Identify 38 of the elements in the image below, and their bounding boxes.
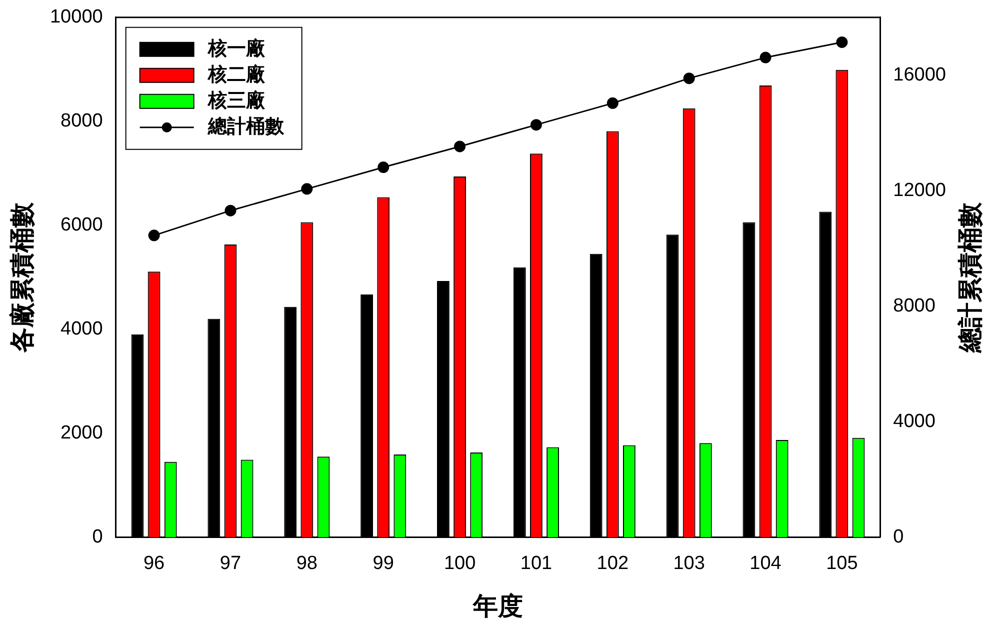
x-tick-label: 103 <box>673 552 705 574</box>
y-tick-label: 2000 <box>60 422 103 444</box>
point <box>683 72 695 84</box>
x-tick-label: 97 <box>220 552 242 574</box>
legend-label: 核二廠 <box>206 63 266 86</box>
y2-tick-label: 4000 <box>893 410 936 432</box>
x-tick-label: 105 <box>826 552 858 574</box>
x-tick-label: 96 <box>143 552 165 574</box>
x-tick-label: 104 <box>750 552 782 574</box>
point <box>530 119 542 131</box>
x-tick-label: 100 <box>444 552 476 574</box>
x-tick-label: 98 <box>296 552 318 574</box>
point <box>836 36 848 48</box>
point <box>378 162 390 174</box>
x-tick-label: 102 <box>596 552 628 574</box>
legend-label: 核三廠 <box>206 89 266 112</box>
point <box>301 183 313 195</box>
point <box>454 140 466 152</box>
legend-label: 總計桶數 <box>206 115 285 138</box>
point <box>606 97 618 109</box>
x-axis-title: 年度 <box>472 592 523 620</box>
y-tick-label: 4000 <box>60 318 103 340</box>
y-axis-title: 各廠累積桶數 <box>8 201 36 354</box>
y-tick-label: 10000 <box>50 6 103 28</box>
y-tick-label: 8000 <box>60 110 103 132</box>
y2-tick-label: 8000 <box>893 295 936 316</box>
y-tick-label: 6000 <box>60 214 103 236</box>
x-tick-label: 101 <box>520 552 552 574</box>
y2-tick-label: 0 <box>893 526 904 548</box>
legend-label: 核一廠 <box>206 37 266 60</box>
point <box>148 230 160 242</box>
point <box>760 52 772 64</box>
y2-tick-label: 12000 <box>893 180 946 201</box>
x-tick-label: 99 <box>372 552 394 574</box>
y-tick-label: 0 <box>92 526 103 548</box>
y2-axis-title: 總計累積桶數 <box>956 201 984 354</box>
y2-tick-label: 16000 <box>893 64 946 86</box>
point <box>224 204 236 216</box>
